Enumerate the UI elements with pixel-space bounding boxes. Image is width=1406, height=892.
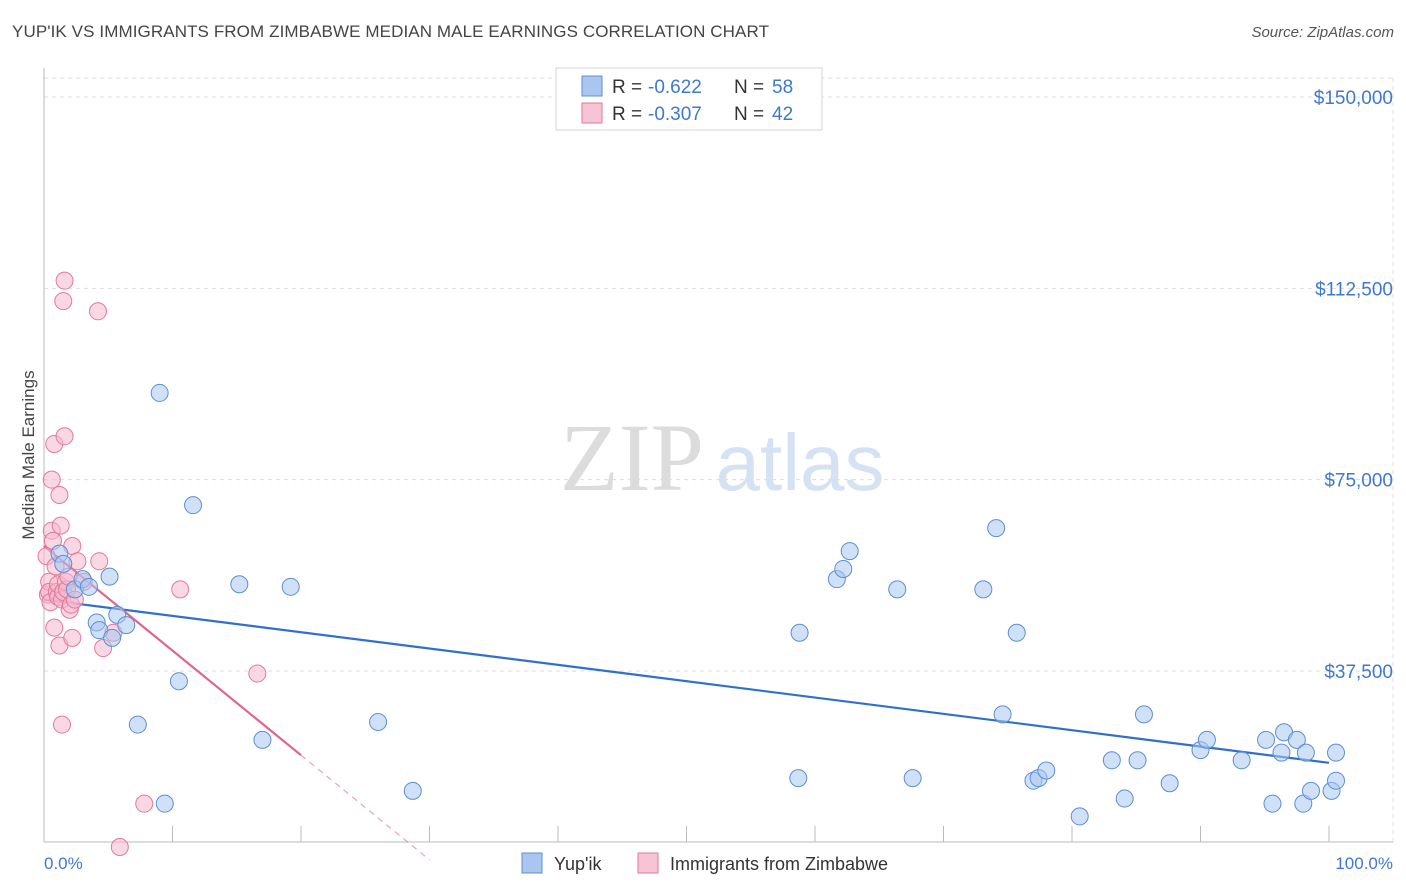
point-yupik [834, 559, 853, 578]
legend-n-label-2: N = [734, 104, 764, 125]
trend-line-extension-zimbabwe [300, 754, 430, 861]
bottom-legend-swatch-zimbabwe [637, 852, 659, 874]
bottom-legend-swatch-yupik [521, 852, 543, 874]
x-tick-label-min: 0.0% [44, 854, 83, 873]
point-yupik [230, 575, 249, 594]
legend-r-value-2: -0.307 [648, 104, 702, 125]
chart-title: YUP'IK VS IMMIGRANTS FROM ZIMBABWE MEDIA… [12, 22, 770, 41]
point-yupik [789, 769, 808, 788]
legend-r-label-1: R = [612, 77, 642, 98]
point-yupik [1327, 771, 1345, 790]
series-legend: Yup'ik Immigrants from Zimbabwe [521, 852, 888, 874]
point-zimbabwe [51, 516, 70, 535]
legend-n-value-2: 42 [772, 104, 793, 125]
point-yupik [150, 383, 169, 402]
point-zimbabwe [171, 580, 190, 599]
point-zimbabwe [88, 302, 107, 321]
point-zimbabwe [52, 715, 71, 734]
source-label: Source: ZipAtlas.com [1251, 24, 1394, 41]
point-yupik [1257, 730, 1276, 749]
point-yupik [1102, 751, 1121, 770]
y-tick-label: $75,000 [1324, 471, 1393, 492]
point-zimbabwe [45, 618, 64, 637]
point-yupik [79, 577, 98, 596]
point-yupik [117, 616, 136, 635]
legend-r-value-1: -0.622 [648, 77, 702, 98]
point-zimbabwe [55, 271, 74, 290]
stats-legend: R = -0.622 N = 58 R = -0.307 N = 42 [555, 67, 823, 131]
point-yupik [1160, 774, 1179, 793]
point-zimbabwe [50, 485, 69, 504]
legend-r-label-2: R = [612, 104, 642, 125]
point-zimbabwe [54, 292, 73, 311]
point-zimbabwe [63, 628, 82, 647]
point-yupik [1232, 751, 1251, 770]
point-yupik [1263, 794, 1282, 813]
bottom-legend-label-yupik: Yup'ik [554, 854, 602, 874]
point-yupik [128, 715, 147, 734]
bottom-legend-label-zimbabwe: Immigrants from Zimbabwe [670, 854, 888, 874]
watermark-zip: ZIP [560, 404, 704, 511]
point-zimbabwe [135, 794, 154, 813]
point-yupik [974, 580, 993, 599]
point-zimbabwe [90, 552, 109, 571]
point-yupik [903, 769, 922, 788]
point-yupik [1134, 705, 1153, 724]
y-axis-label: Median Male Earnings [19, 370, 38, 539]
point-yupik [790, 623, 809, 642]
point-yupik [1272, 743, 1291, 762]
trend-lines [43, 545, 1330, 861]
point-yupik [888, 580, 907, 599]
y-tick-label: $112,500 [1315, 279, 1393, 300]
point-yupik [103, 628, 122, 647]
point-yupik [281, 577, 300, 596]
point-yupik [100, 567, 119, 586]
point-yupik [1287, 730, 1306, 749]
legend-swatch-zimbabwe [581, 102, 603, 124]
point-yupik [1197, 730, 1216, 749]
legend-n-label-1: N = [734, 77, 764, 98]
x-tick-label-max: 100.0% [1335, 854, 1393, 873]
point-yupik [1037, 761, 1056, 780]
legend-n-value-1: 58 [772, 77, 793, 98]
point-yupik [403, 781, 422, 800]
gridlines: $37,500 $75,000 $112,500 $150,000 [44, 77, 1394, 842]
point-zimbabwe [42, 470, 61, 489]
point-zimbabwe [110, 838, 129, 857]
point-yupik [1302, 781, 1321, 800]
point-yupik [840, 542, 859, 561]
point-yupik [1296, 743, 1315, 762]
point-yupik [993, 705, 1012, 724]
point-yupik [54, 554, 73, 573]
point-yupik [1115, 789, 1134, 808]
trend-line-yupik [43, 598, 1330, 764]
axes [43, 68, 1393, 843]
point-zimbabwe [55, 427, 74, 446]
y-tick-label: $37,500 [1324, 662, 1393, 683]
point-yupik [1327, 743, 1345, 762]
point-yupik [987, 519, 1006, 538]
point-zimbabwe [248, 664, 267, 683]
point-yupik [253, 730, 272, 749]
point-yupik [1070, 807, 1089, 826]
series-yupik-points [50, 383, 1345, 826]
y-tick-label: $150,000 [1314, 88, 1393, 109]
watermark-atlas: atlas [716, 418, 885, 507]
point-yupik [1007, 623, 1026, 642]
point-yupik [169, 672, 188, 691]
point-yupik [369, 713, 388, 732]
legend-swatch-yupik [581, 75, 603, 97]
point-yupik [1128, 751, 1147, 770]
point-yupik [155, 794, 174, 813]
point-yupik [184, 496, 203, 515]
